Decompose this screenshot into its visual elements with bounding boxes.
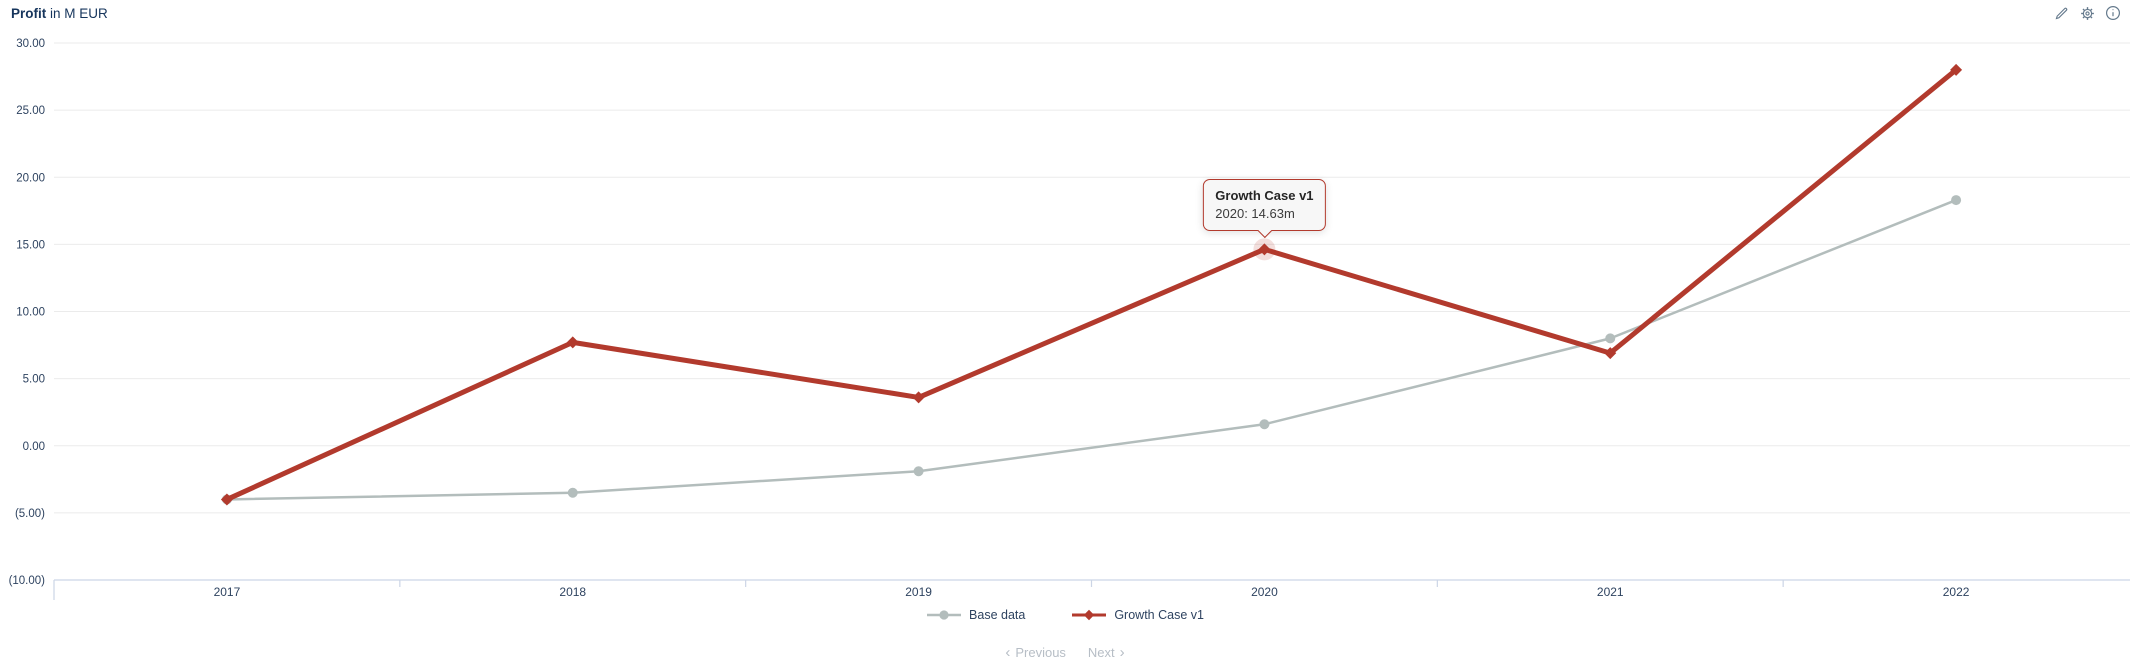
legend-marker-circle (927, 610, 962, 620)
x-axis-label: 2020 (1251, 585, 1278, 599)
data-point-base-data[interactable] (913, 466, 924, 477)
pencil-icon (2054, 6, 2069, 21)
chevron-right-icon: › (1119, 644, 1125, 661)
header-toolbar (2052, 4, 2122, 22)
data-point-growth-case-v1[interactable] (1258, 243, 1271, 256)
info-button[interactable] (2104, 4, 2122, 22)
legend-label: Growth Case v1 (1114, 608, 1204, 622)
legend-item-base-data[interactable]: Base data (926, 608, 1025, 622)
legend-item-growth-case-v1[interactable]: Growth Case v1 (1071, 608, 1204, 622)
y-axis-label: 30.00 (16, 38, 45, 50)
x-axis-label: 2018 (559, 585, 586, 599)
settings-button[interactable] (2078, 4, 2096, 22)
data-point-growth-case-v1[interactable] (1950, 63, 1963, 76)
legend-label: Base data (969, 608, 1026, 622)
next-button[interactable]: Next › (1088, 645, 1125, 660)
x-axis-label: 2019 (905, 585, 932, 599)
previous-label: Previous (1015, 645, 1066, 660)
x-axis-label: 2022 (1943, 585, 1970, 599)
chart-title-measure: Profit (11, 6, 47, 21)
chart-legend: Base data Growth Case v1 (0, 608, 2130, 622)
x-axis-label: 2017 (214, 585, 241, 599)
data-point-base-data[interactable] (1259, 419, 1270, 430)
y-axis-label: 10.00 (16, 307, 45, 319)
data-point-growth-case-v1[interactable] (1604, 347, 1617, 360)
data-point-base-data[interactable] (567, 487, 578, 498)
legend-marker-diamond (1072, 609, 1107, 621)
edit-button[interactable] (2052, 4, 2070, 22)
y-axis-label: 0.00 (23, 441, 45, 453)
gear-icon (2080, 6, 2095, 21)
data-point-growth-case-v1[interactable] (912, 391, 925, 404)
next-label: Next (1087, 645, 1115, 660)
data-point-growth-case-v1[interactable] (566, 336, 579, 349)
info-icon (2105, 5, 2121, 21)
y-axis-label: 20.00 (16, 172, 45, 184)
data-point-growth-case-v1[interactable] (220, 493, 233, 506)
chart-title: Profit in M EUR (11, 6, 108, 21)
chevron-left-icon: ‹ (1005, 644, 1011, 661)
x-axis-label: 2021 (1597, 585, 1624, 599)
tooltip-series-name: Growth Case v1 (1215, 188, 1314, 204)
y-axis-label: 25.00 (16, 105, 45, 117)
line-chart-plot: 30.00 25.00 20.00 15.00 10.00 5.00 0.00 (5.00) (… (9, 38, 2130, 600)
series-line-1[interactable] (224, 67, 1959, 502)
data-point-base-data[interactable] (1605, 333, 1616, 344)
chart-tooltip: Growth Case v1 2020: 14.63m (1203, 179, 1326, 239)
y-axis-label: 5.00 (23, 374, 45, 386)
previous-button[interactable]: ‹ Previous (1005, 645, 1066, 660)
pagination: ‹ Previous Next › (0, 645, 2130, 660)
tooltip-value: 2020: 14.63m (1215, 205, 1295, 221)
y-axis-label: 15.00 (16, 239, 45, 251)
data-point-base-data[interactable] (1951, 195, 1962, 206)
series-line-0[interactable] (225, 198, 1958, 501)
y-axis-label: (10.00) (9, 575, 46, 587)
chart-title-unit: in M EUR (46, 6, 108, 21)
y-axis-label: (5.00) (15, 508, 45, 520)
